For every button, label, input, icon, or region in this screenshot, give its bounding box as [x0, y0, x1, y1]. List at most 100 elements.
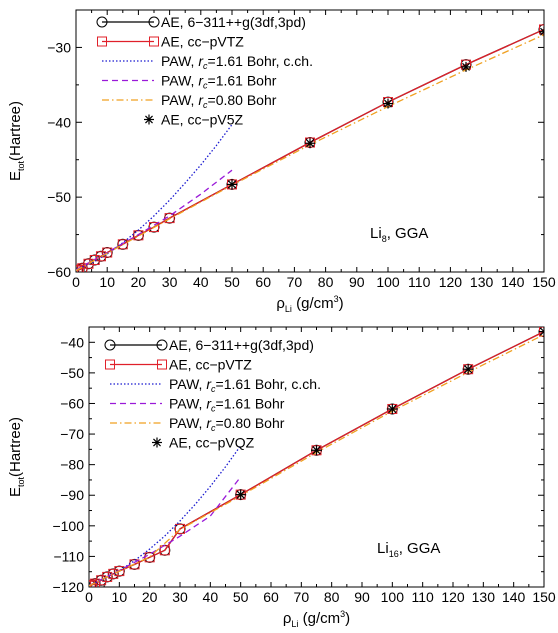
x-tick-label: 50: [233, 589, 249, 605]
legend-label: AE, cc−pV5Z: [161, 112, 244, 128]
legend-label: PAW, rc=1.61 Bohr: [169, 396, 285, 414]
x-tick-label: 130: [472, 589, 496, 605]
y-tick-label: −100: [52, 518, 84, 534]
x-tick-label: 110: [408, 274, 431, 290]
x-tick-label: 150: [532, 589, 556, 605]
x-axis-label: ρLi (g/cm3): [283, 609, 350, 629]
y-tick-label: −80: [60, 457, 84, 473]
x-tick-label: 80: [318, 274, 334, 290]
panel-annotation: Li8, GGA: [370, 225, 428, 244]
legend-label: PAW, rc=1.61 Bohr, c.ch.: [161, 53, 313, 71]
data-point: [149, 222, 159, 233]
series-line: [89, 334, 544, 587]
y-tick-label: −40: [60, 334, 84, 350]
data-point: [539, 327, 544, 337]
x-tick-label: 140: [502, 589, 526, 605]
data-point: [95, 251, 106, 262]
series-5: [76, 34, 544, 272]
legend-item: AE, cc−pVTZ: [105, 357, 252, 373]
series-3: [76, 124, 233, 271]
plot-area: [76, 23, 544, 272]
x-tick-label: 60: [255, 274, 271, 290]
legend-marker: [149, 36, 159, 47]
x-tick-label: 10: [99, 274, 115, 290]
legend-item: AE, cc−pV5Z: [144, 112, 244, 128]
y-tick-label: −40: [47, 114, 71, 130]
x-tick-label: 70: [287, 274, 303, 290]
data-point: [539, 24, 544, 35]
y-tick-label: −60: [47, 264, 71, 280]
series-3: [89, 445, 242, 587]
legend-marker: [104, 339, 116, 351]
data-point: [383, 98, 393, 109]
series-line: [76, 34, 544, 272]
legend-item: AE, 6−311++g(3df,3pd): [104, 337, 314, 353]
x-tick-label: 40: [193, 274, 209, 290]
y-tick-label: −30: [47, 39, 71, 55]
series-line: [89, 445, 242, 587]
legend-label: PAW, rc=1.61 Bohr, c.ch.: [169, 376, 321, 394]
data-point: [96, 575, 107, 586]
plot-area: [89, 327, 544, 587]
data-point: [117, 239, 128, 250]
x-tick-label: 10: [112, 589, 128, 605]
legend-marker: [156, 339, 168, 351]
y-tick-label: −70: [60, 426, 84, 442]
data-point: [235, 489, 246, 500]
legend-label: AE, cc−pVQZ: [169, 435, 255, 451]
y-tick-label: −50: [60, 365, 84, 381]
legend-item: PAW, rc=0.80 Bohr: [110, 415, 285, 433]
x-tick-label: 50: [224, 274, 240, 290]
chart-panel-2: 0 10 20 30 40 50 60 70 80 90 100 110 120 130 140 150 −12…: [7, 326, 556, 629]
series-line: [89, 476, 242, 587]
legend-label: PAW, rc=0.80 Bohr: [169, 415, 285, 433]
x-tick-label: 40: [203, 589, 219, 605]
series-6: [227, 26, 544, 190]
data-point: [227, 179, 237, 190]
legend-item: PAW, rc=1.61 Bohr, c.ch.: [102, 53, 313, 71]
data-point: [461, 61, 471, 72]
y-tick-label: −50: [47, 189, 71, 205]
legend: AE, 6−311++g(3df,3pd) AE, cc−pVTZ PAW, rc=…: [104, 337, 321, 451]
legend-item: PAW, rc=1.61 Bohr, c.ch.: [110, 376, 321, 394]
data-point: [102, 247, 113, 258]
data-point: [83, 258, 94, 269]
x-tick-label: 90: [349, 274, 365, 290]
legend-item: PAW, rc=1.61 Bohr: [110, 396, 285, 414]
legend-marker: [105, 359, 115, 370]
legend-item: AE, cc−pVTZ: [97, 34, 244, 50]
series-4: [89, 476, 242, 587]
data-point: [305, 138, 315, 149]
data-point: [175, 523, 185, 534]
x-tick-label: 90: [354, 589, 370, 605]
legend-label: AE, 6−311++g(3df,3pd): [161, 14, 306, 30]
x-tick-label: 30: [172, 589, 188, 605]
data-point: [108, 568, 119, 579]
data-point: [311, 445, 322, 456]
y-axis-label: Etot(Hartree): [7, 417, 26, 497]
legend-marker: [144, 114, 154, 125]
x-tick-label: 0: [72, 274, 80, 290]
legend-marker: [148, 16, 160, 28]
x-tick-label: 0: [85, 589, 93, 605]
legend-label: PAW, rc=1.61 Bohr: [161, 73, 277, 91]
legend-label: AE, cc−pVTZ: [161, 34, 244, 50]
legend-item: AE, 6−311++g(3df,3pd): [96, 14, 306, 30]
y-axis-label: Etot(Hartree): [7, 101, 26, 181]
legend-marker: [152, 437, 162, 448]
legend-marker: [157, 359, 167, 370]
data-point: [76, 264, 85, 272]
x-tick-label: 20: [142, 589, 158, 605]
y-tick-label: −90: [60, 487, 84, 503]
x-axis-label: ρLi (g/cm3): [276, 294, 343, 314]
panel-annotation: Li16, GGA: [377, 540, 440, 559]
legend-label: PAW, rc=0.80 Bohr: [161, 92, 277, 110]
legend: AE, 6−311++g(3df,3pd) AE, cc−pVTZ PAW, rc=…: [96, 14, 313, 128]
x-tick-label: 150: [532, 274, 556, 290]
data-point: [387, 403, 398, 414]
data-point: [89, 255, 100, 266]
chart-panel-1: 0 10 20 30 40 50 60 70 80 90 100 110 120 130 140 150 −60…: [7, 9, 556, 314]
legend-label: AE, 6−311++g(3df,3pd): [169, 337, 314, 353]
x-tick-label: 30: [162, 274, 178, 290]
